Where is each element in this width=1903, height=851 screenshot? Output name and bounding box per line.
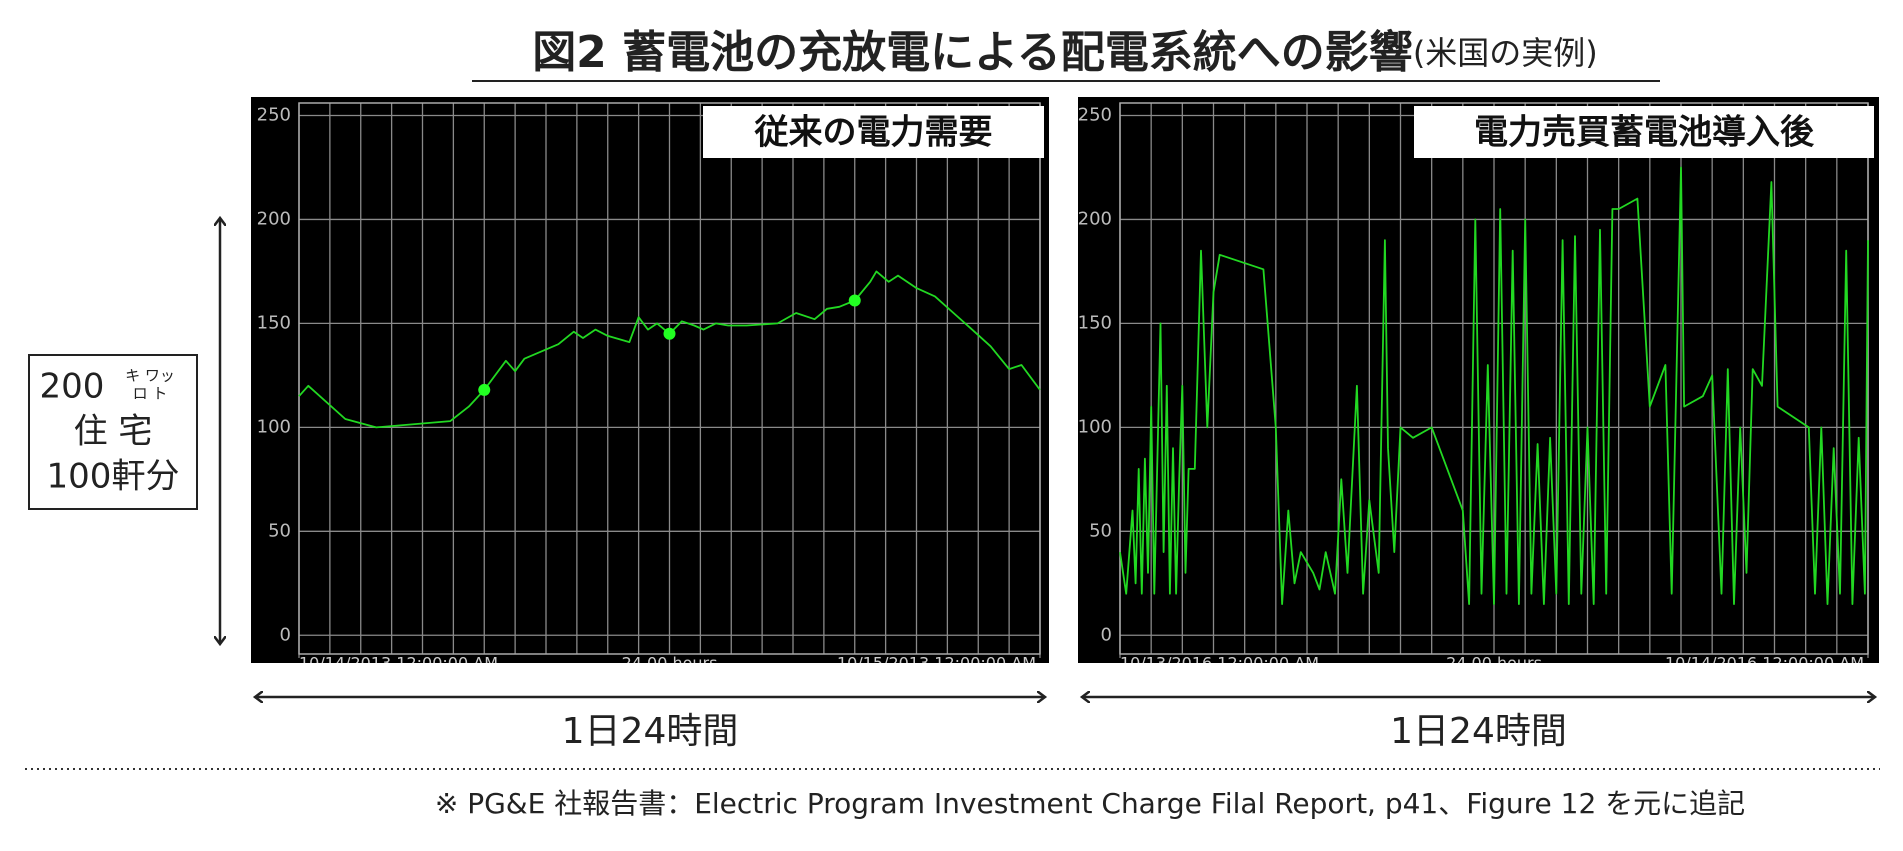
title-main: 図2 蓄電池の充放電による配電系統への影響 bbox=[532, 27, 1413, 78]
y-tick-label: 250 bbox=[257, 104, 291, 125]
data-marker bbox=[478, 383, 491, 396]
scale-note-text: 住 宅 bbox=[74, 412, 153, 452]
scale-note-unit: キ ワッ bbox=[125, 367, 175, 385]
chart-panel: 0 50 100 150 200 250 10/13/2016 12:00:00 AM 10/… bbox=[1078, 97, 1879, 673]
panel-label-box bbox=[1414, 106, 1874, 158]
plot-frame bbox=[1119, 102, 1869, 655]
scale-note-box bbox=[28, 354, 198, 510]
title-note: (米国の実例) bbox=[1413, 34, 1598, 72]
range-label: 24.00 hours bbox=[1446, 654, 1542, 673]
panel-label-box bbox=[703, 106, 1044, 158]
range-label: 24.00 hours bbox=[622, 654, 718, 673]
panel-label: 従来の電力需要 bbox=[754, 113, 993, 153]
scale-note-value: 200 bbox=[40, 367, 105, 407]
data-marker bbox=[663, 327, 676, 340]
x-tick-label: 10/13/2016 12:00:00 AM bbox=[1120, 654, 1319, 673]
plot-background bbox=[251, 97, 1049, 663]
y-tick-label: 150 bbox=[257, 312, 291, 333]
y-tick-label: 100 bbox=[257, 416, 291, 437]
x-tick-label: 10/14/2013 12:00:00 AM bbox=[299, 654, 498, 673]
x-tick-label: 10/14/2016 12:00:00 AM bbox=[1665, 654, 1864, 673]
panel-label: 電力売買蓄電池導入後 bbox=[1474, 113, 1815, 153]
x-axis-label: 1日24時間 bbox=[562, 711, 739, 752]
data-marker bbox=[848, 294, 861, 307]
source-note: ※ PG&E 社報告書：Electric Program Investment … bbox=[435, 787, 1745, 820]
scale-note-unit: ロ ト bbox=[133, 385, 168, 403]
y-tick-label: 0 bbox=[1101, 624, 1112, 645]
data-line bbox=[1119, 166, 1869, 605]
y-tick-label: 250 bbox=[1078, 104, 1112, 125]
y-tick-label: 100 bbox=[1078, 416, 1112, 437]
x-tick-label: 10/15/2013 12:00:00 AM bbox=[837, 654, 1036, 673]
scale-note-text: 100軒分 bbox=[47, 457, 180, 497]
x-axis-label: 1日24時間 bbox=[1390, 711, 1567, 752]
y-tick-label: 50 bbox=[268, 520, 291, 541]
y-tick-label: 150 bbox=[1078, 312, 1112, 333]
title: 図2 蓄電池の充放電による配電系統への影響(米国の実例) bbox=[532, 27, 1598, 78]
y-tick-label: 200 bbox=[1078, 208, 1112, 229]
y-tick-label: 0 bbox=[280, 624, 291, 645]
chart-panel: 0 50 100 150 200 250 10/14/2013 12:00:00 AM 10/… bbox=[251, 97, 1049, 673]
y-tick-label: 50 bbox=[1089, 520, 1112, 541]
plot-frame bbox=[298, 102, 1041, 655]
y-tick-label: 200 bbox=[257, 208, 291, 229]
data-line bbox=[298, 270, 1041, 429]
